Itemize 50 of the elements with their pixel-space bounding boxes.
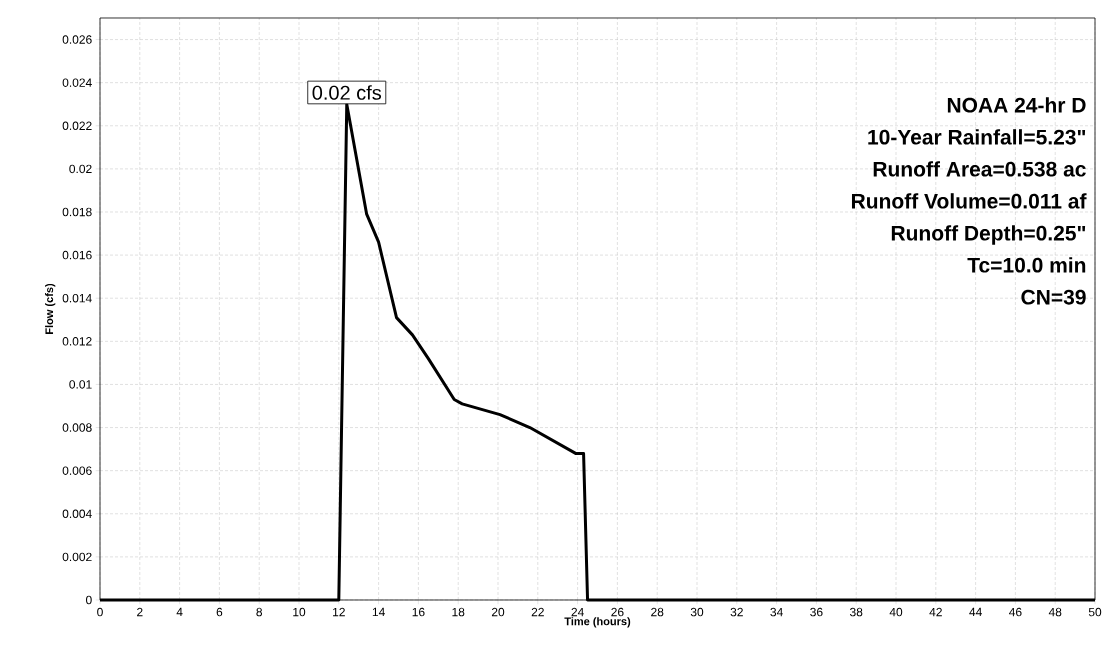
- x-tick-label: 4: [176, 607, 183, 617]
- x-tick-label: 50: [1088, 607, 1102, 617]
- x-tick-label: 20: [491, 607, 505, 617]
- x-tick-label: 46: [1009, 607, 1022, 617]
- annotation: CN=39: [1021, 289, 1086, 305]
- y-tick-label: 0.01: [69, 380, 92, 389]
- x-tick-label: 8: [256, 607, 263, 617]
- x-tick-label: 42: [929, 607, 942, 617]
- x-tick-label: 34: [770, 607, 783, 617]
- x-tick-label: 26: [611, 607, 624, 617]
- x-tick-label: 40: [889, 607, 903, 617]
- x-tick-label: 12: [333, 607, 345, 617]
- y-axis-title: Flow (cfs): [45, 283, 56, 334]
- y-tick-label: 0.018: [62, 207, 92, 217]
- x-tick-label: 6: [216, 607, 223, 617]
- y-tick-label: 0.008: [62, 423, 92, 432]
- y-tick-label: 0.022: [62, 121, 92, 131]
- x-tick-label: 32: [730, 607, 743, 617]
- x-tick-label: 38: [849, 607, 863, 617]
- x-tick-label: 44: [969, 607, 982, 617]
- x-tick-label: 18: [452, 607, 465, 617]
- annotation: NOAA 24-hr D: [947, 97, 1086, 113]
- y-tick-label: 0.004: [62, 509, 92, 519]
- x-tick-label: 36: [810, 607, 823, 617]
- y-tick-label: 0: [86, 595, 92, 605]
- x-tick-label: 2: [137, 607, 143, 617]
- y-tick-label: 0.002: [62, 552, 92, 562]
- y-tick-label: 0.026: [62, 35, 92, 44]
- annotation: Tc=10.0 min: [967, 257, 1086, 273]
- annotation: Runoff Area=0.538 ac: [873, 161, 1086, 177]
- y-tick-label: 0.012: [62, 337, 92, 346]
- x-tick-label: 48: [1048, 607, 1062, 617]
- x-tick-label: 22: [531, 607, 544, 617]
- x-tick-label: 10: [293, 607, 306, 617]
- y-tick-label: 0.024: [62, 78, 92, 87]
- annotation: Runoff Volume=0.011 af: [851, 193, 1087, 209]
- y-tick-label: 0.014: [62, 293, 92, 303]
- x-tick-label: 24: [571, 607, 584, 617]
- annotation: 0.02 cfs: [312, 85, 382, 100]
- y-tick-label: 0.016: [62, 250, 92, 260]
- x-tick-label: 30: [690, 607, 704, 617]
- x-tick-label: 0: [97, 607, 103, 617]
- annotation: 10-Year Rainfall=5.23": [868, 129, 1086, 145]
- annotation: Runoff Depth=0.25": [891, 225, 1086, 245]
- x-axis-title: Time (hours): [564, 617, 631, 628]
- x-tick-label: 14: [372, 607, 385, 617]
- x-tick-label: 28: [651, 607, 664, 617]
- y-tick-label: 0.02: [69, 164, 92, 174]
- x-tick-label: 16: [412, 607, 425, 617]
- y-tick-label: 0.006: [62, 466, 92, 475]
